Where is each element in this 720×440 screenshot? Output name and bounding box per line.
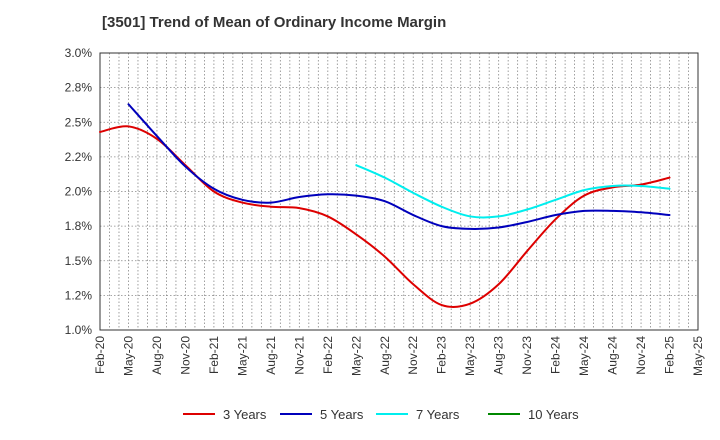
y-tick-label: 3.0% — [65, 46, 93, 60]
x-tick-label: May-24 — [577, 336, 591, 376]
x-tick-label: May-22 — [349, 336, 363, 376]
x-tick-label: Feb-20 — [93, 336, 107, 374]
legend-label-5-years: 5 Years — [320, 407, 364, 422]
x-tick-label: May-25 — [691, 336, 705, 376]
y-tick-label: 2.2% — [65, 150, 93, 164]
x-tick-label: Feb-23 — [435, 336, 449, 374]
x-tick-label: Aug-24 — [606, 336, 620, 375]
legend-label-3-years: 3 Years — [223, 407, 267, 422]
x-tick-label: Nov-23 — [520, 336, 534, 375]
plot-border — [99, 52, 699, 331]
series-line-5-years — [127, 103, 671, 230]
y-tick-label: 1.0% — [65, 323, 93, 337]
legend-label-10-years: 10 Years — [528, 407, 579, 422]
x-tick-label: Aug-22 — [378, 336, 392, 375]
y-tick-label: 1.5% — [65, 254, 93, 268]
x-tick-label: Feb-21 — [207, 336, 221, 374]
x-tick-label: Feb-24 — [549, 336, 563, 374]
series-line-7-years — [355, 164, 671, 219]
x-tick-label: Nov-24 — [634, 336, 648, 375]
x-tick-label: Nov-22 — [406, 336, 420, 375]
x-tick-label: Nov-20 — [178, 336, 192, 375]
y-tick-label: 1.8% — [65, 219, 93, 233]
x-tick-label: Feb-22 — [321, 336, 335, 374]
x-tick-label: Nov-21 — [292, 336, 306, 375]
x-tick-label: Aug-20 — [150, 336, 164, 375]
x-tick-label: May-21 — [235, 336, 249, 376]
x-tick-label: May-20 — [121, 336, 135, 376]
y-tick-label: 2.5% — [65, 115, 93, 129]
chart-title: [3501] Trend of Mean of Ordinary Income … — [102, 14, 447, 31]
legend-label-7-years: 7 Years — [416, 407, 460, 422]
y-tick-label: 1.2% — [65, 288, 93, 302]
y-tick-label: 2.0% — [65, 185, 93, 199]
x-tick-label: May-23 — [463, 336, 477, 376]
x-tick-label: Aug-21 — [264, 336, 278, 375]
x-tick-label: Feb-25 — [663, 336, 677, 374]
x-tick-label: Aug-23 — [492, 336, 506, 375]
y-tick-label: 2.8% — [65, 81, 93, 95]
